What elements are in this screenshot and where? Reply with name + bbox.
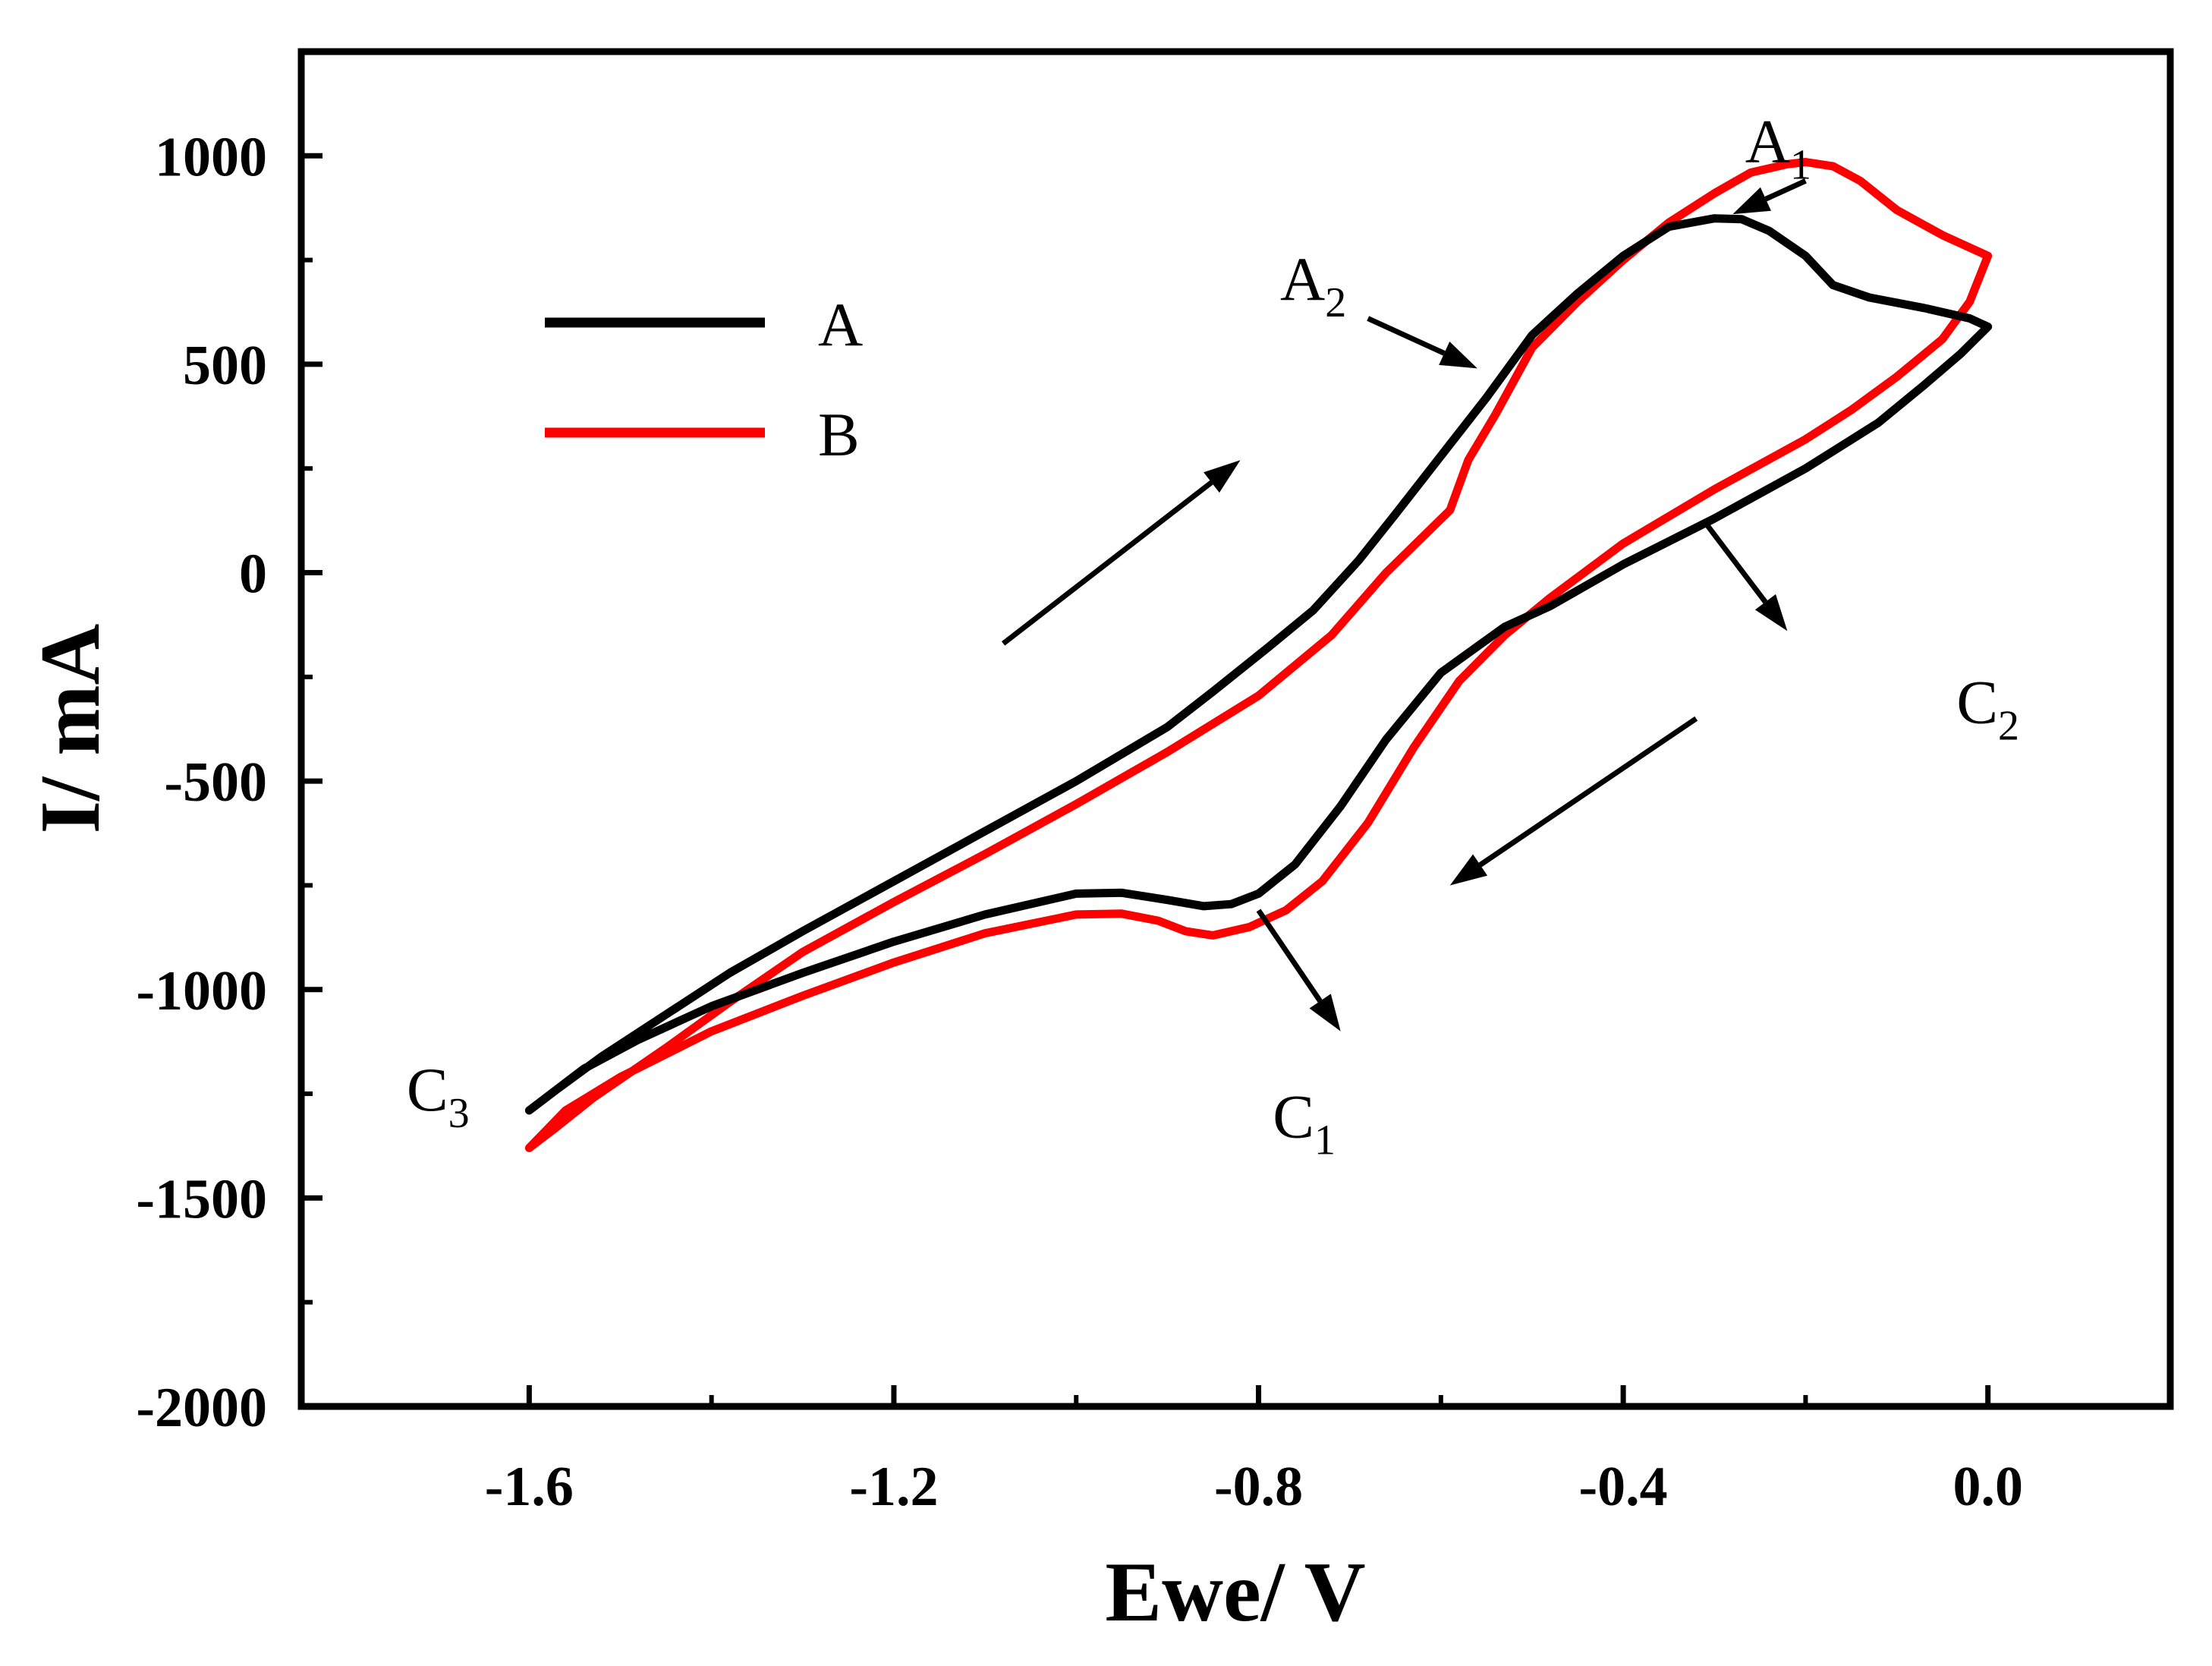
x-tick-label: 0.0 [1952,1456,2023,1518]
arrow-2 [1367,316,1477,369]
y-tick-label: 0 [239,543,267,606]
arrow-3 [1256,909,1341,1031]
y-tick-label: -2000 [136,1377,267,1439]
y-tick-label: -500 [164,751,267,814]
arrow-4 [1703,521,1788,631]
x-tick-label: -0.8 [1214,1456,1303,1518]
tick-layer: -1.6 -1.2 -0.8 -0.4 0.0 -2000 -1500 -1000 -500 0 5… [136,126,2023,1518]
y-tick-label: -1000 [136,960,267,1022]
annotation-layer: A1 A2 C1 C2 C3 [407,107,2019,1164]
peak-label-a2: A2 [1280,244,1346,326]
y-axis-title: I/ mA [24,623,118,833]
peak-label-c2: C2 [1956,667,2019,749]
arrow-1 [1732,178,1807,215]
y-tick-label: -1500 [136,1168,267,1230]
x-tick-label: -0.4 [1579,1456,1668,1518]
x-tick-label: -1.6 [485,1456,574,1518]
y-tick-label: 1000 [155,126,267,188]
arrow-6 [1449,716,1698,886]
arrow-5 [1001,460,1241,646]
peak-label-c3: C3 [407,1055,470,1137]
x-tick-label: -1.2 [849,1456,938,1518]
series-layer [524,158,1993,1152]
y-tick-label: 500 [183,335,267,397]
series-a-line [524,214,1993,1115]
x-axis-title: Ewe/ V [1105,1545,1365,1639]
legend: A B [545,290,863,469]
arrow-layer [1001,178,1807,1031]
legend-label-a: A [818,290,863,359]
plot-frame [297,48,2174,1410]
peak-label-a1: A1 [1745,107,1811,189]
peak-label-c1: C1 [1273,1082,1336,1164]
legend-label-b: B [818,400,860,469]
